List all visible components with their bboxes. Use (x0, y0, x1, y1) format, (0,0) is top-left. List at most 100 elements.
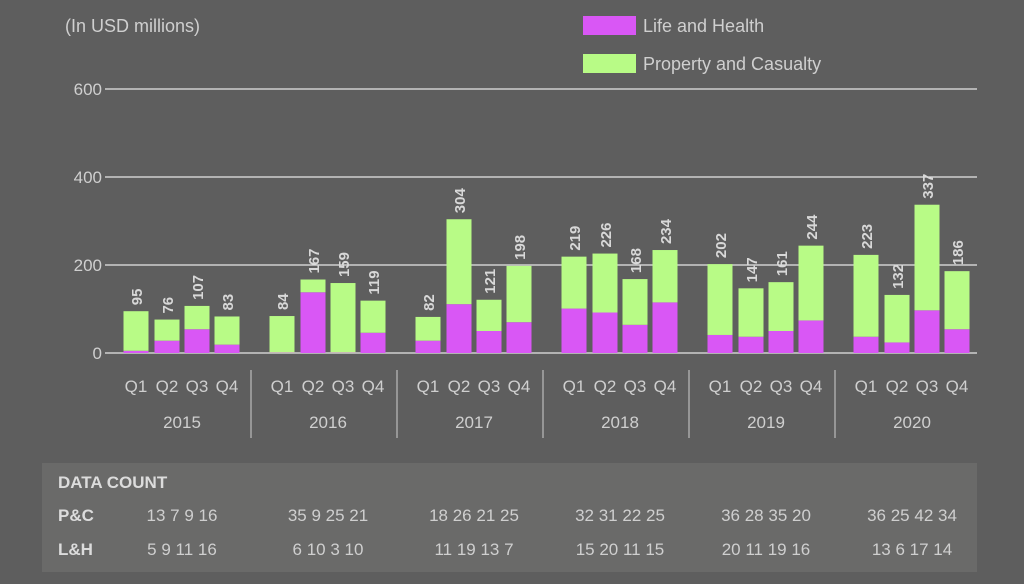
quarter-tick-label: Q2 (302, 377, 325, 396)
bar-life-health (884, 342, 910, 353)
quarter-tick-label: Q4 (216, 377, 239, 396)
year-tick-label: 2015 (163, 413, 201, 432)
bar-life-health (592, 312, 618, 353)
quarter-tick-label: Q3 (916, 377, 939, 396)
total-data-label: 76 (160, 297, 177, 314)
bar-property-casualty (561, 256, 587, 309)
bar-life-health (561, 308, 587, 353)
year-tick-label: 2018 (601, 413, 639, 432)
lh-count-group: 20 11 19 16 (721, 540, 811, 559)
bar-property-casualty (652, 250, 678, 303)
total-data-label: 121 (482, 269, 499, 294)
bar-property-casualty (506, 265, 532, 323)
quarter-tick-label: Q3 (624, 377, 647, 396)
total-data-label: 226 (598, 223, 615, 248)
bar-property-casualty (184, 305, 210, 330)
total-data-label: 219 (567, 226, 584, 251)
pc-row-label: P&C (58, 506, 94, 525)
bar-property-casualty (768, 282, 794, 331)
total-data-label: 161 (774, 251, 791, 276)
lh-count-group: 5 9 11 16 (147, 540, 217, 559)
lh-count-group: 13 6 17 14 (871, 540, 953, 559)
quarter-tick-label: Q4 (946, 377, 969, 396)
quarter-tick-label: Q2 (740, 377, 763, 396)
bar-life-health (446, 304, 472, 353)
bar-property-casualty (360, 300, 386, 333)
year-tick-label: 2019 (747, 413, 785, 432)
total-data-label: 202 (713, 233, 730, 258)
bar-life-health (476, 331, 502, 353)
bar-life-health (184, 329, 210, 353)
bar-life-health (154, 340, 180, 353)
quarter-tick-label: Q1 (125, 377, 148, 396)
y-tick-label: 600 (74, 80, 102, 99)
quarter-tick-label: Q1 (563, 377, 586, 396)
quarter-tick-label: Q1 (417, 377, 440, 396)
bar-property-casualty (415, 316, 441, 341)
bar-life-health (853, 336, 879, 353)
bar-life-health (768, 331, 794, 353)
legend-label-property-casualty: Property and Casualty (643, 54, 821, 74)
quarter-tick-label: Q4 (508, 377, 531, 396)
bar-life-health (622, 324, 648, 353)
bar-property-casualty (123, 311, 149, 351)
quarter-tick-label: Q1 (709, 377, 732, 396)
total-data-label: 223 (859, 224, 876, 249)
lh-count-group: 15 20 11 15 (575, 540, 665, 559)
bar-property-casualty (707, 264, 733, 335)
bar-life-health (652, 302, 678, 353)
pc-count-group: 35 9 25 21 (287, 506, 369, 525)
pc-count-group: 36 28 35 20 (721, 506, 811, 525)
total-data-label: 132 (890, 264, 907, 289)
bar-life-health (798, 320, 824, 353)
bar-life-health (360, 332, 386, 353)
total-data-label: 168 (628, 248, 645, 273)
total-data-label: 84 (275, 293, 292, 310)
bar-life-health (123, 350, 149, 353)
total-data-label: 244 (804, 214, 821, 240)
bar-property-casualty (214, 316, 240, 345)
year-tick-label: 2020 (893, 413, 931, 432)
lh-row-label: L&H (58, 540, 93, 559)
unit-note: (In USD millions) (65, 16, 200, 36)
total-data-label: 107 (190, 275, 207, 300)
y-tick-label: 0 (93, 344, 102, 363)
bar-life-health (415, 340, 441, 353)
bar-property-casualty (330, 283, 356, 353)
quarter-tick-label: Q4 (800, 377, 823, 396)
bar-property-casualty (738, 288, 764, 337)
lh-count-group: 6 10 3 10 (292, 540, 364, 559)
bar-life-health (214, 344, 240, 353)
bar-property-casualty (798, 245, 824, 321)
quarter-tick-label: Q3 (186, 377, 209, 396)
stacked-bar-chart: (In USD millions) Life and Health Proper… (65, 16, 977, 438)
quarter-tick-label: Q2 (448, 377, 471, 396)
pc-count-group: 18 26 21 25 (429, 506, 519, 525)
total-data-label: 95 (129, 289, 146, 306)
bar-life-health (300, 292, 326, 353)
total-data-label: 167 (306, 248, 323, 273)
data-count-panel: DATA COUNT P&C L&H 13 7 9 16 5 9 11 16 35 … (42, 463, 977, 572)
bar-property-casualty (622, 279, 648, 325)
bar-property-casualty (300, 279, 326, 293)
quarter-tick-label: Q4 (362, 377, 385, 396)
bar-property-casualty (476, 299, 502, 331)
bar-property-casualty (914, 204, 940, 311)
quarter-tick-label: Q2 (156, 377, 179, 396)
quarter-tick-label: Q3 (478, 377, 501, 396)
lh-count-group: 11 19 13 7 (434, 540, 514, 559)
total-data-label: 83 (220, 294, 237, 311)
total-data-label: 304 (452, 188, 469, 214)
quarter-tick-label: Q2 (886, 377, 909, 396)
total-data-label: 234 (658, 218, 675, 244)
bar-life-health (506, 322, 532, 353)
bar-property-casualty (884, 294, 910, 343)
quarter-tick-label: Q1 (855, 377, 878, 396)
total-data-label: 186 (950, 240, 967, 265)
quarter-tick-label: Q2 (594, 377, 617, 396)
total-data-label: 119 (366, 270, 383, 294)
bar-life-health (944, 329, 970, 353)
bar-life-health (738, 336, 764, 353)
bar-life-health (914, 310, 940, 353)
legend-swatch-life-health (583, 16, 636, 35)
